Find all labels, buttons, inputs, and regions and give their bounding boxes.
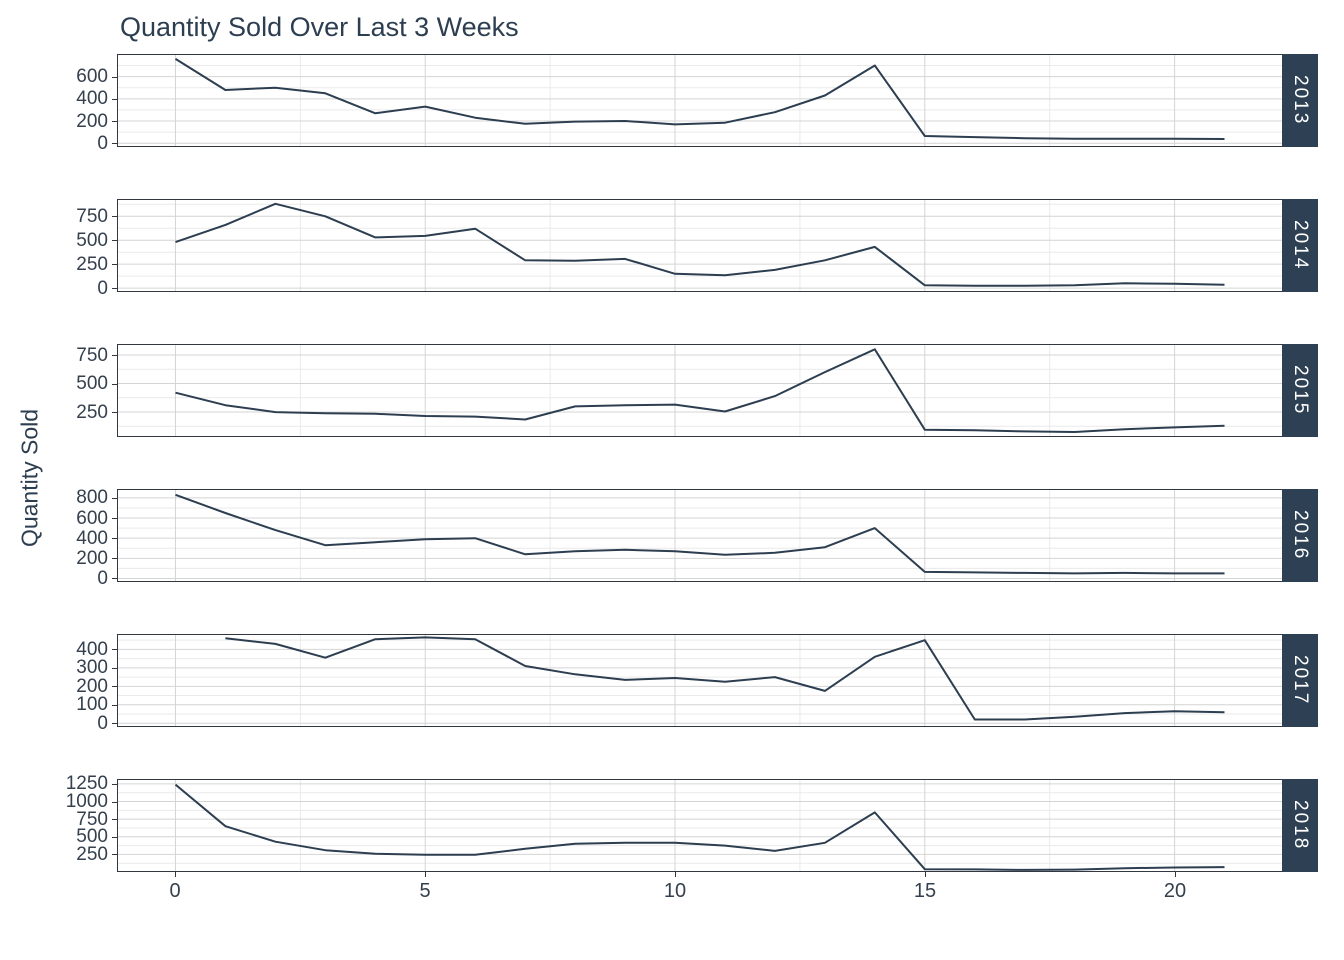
y-tick-label-2016-600: 600 — [76, 508, 108, 529]
facet-plot-area-2017 — [118, 635, 1282, 726]
facet-strip-label: 2015 — [1290, 365, 1311, 416]
y-tick-label-2014-0: 0 — [97, 278, 108, 299]
y-tick-mark-2017-0 — [112, 723, 117, 724]
facet-strip-label: 2013 — [1290, 75, 1311, 126]
y-tick-label-2016-0: 0 — [97, 568, 108, 589]
y-tick-label-2013-600: 600 — [76, 66, 108, 87]
facet-strip-2017: 2017 — [1282, 634, 1318, 727]
y-tick-mark-2016-200 — [112, 558, 117, 559]
y-tick-label-2017-0: 0 — [97, 713, 108, 734]
x-tick-mark-0 — [175, 872, 176, 877]
y-tick-label-2014-750: 750 — [76, 206, 108, 227]
y-tick-mark-2015-500 — [112, 384, 117, 385]
series-line-2017 — [225, 636, 1225, 721]
facet-strip-2013: 2013 — [1282, 54, 1318, 147]
y-tick-label-2013-400: 400 — [76, 88, 108, 109]
facet-strip-2018: 2018 — [1282, 779, 1318, 872]
series-line-2018 — [174, 783, 1225, 871]
y-tick-label-2017-100: 100 — [76, 694, 108, 715]
facet-plot-area-2013 — [118, 55, 1282, 146]
y-tick-label-2018-1250: 1250 — [65, 773, 108, 794]
y-tick-label-2018-750: 750 — [76, 809, 108, 830]
facet-plot-area-2018 — [118, 780, 1282, 871]
x-tick-mark-10 — [675, 872, 676, 877]
x-tick-mark-20 — [1175, 872, 1176, 877]
facet-plot-area-2014 — [118, 200, 1282, 291]
y-tick-label-2015-250: 250 — [76, 402, 108, 423]
y-tick-mark-2014-0 — [112, 288, 117, 289]
y-tick-mark-2013-0 — [112, 143, 117, 144]
facet-strip-label: 2017 — [1290, 655, 1311, 706]
y-tick-label-2017-400: 400 — [76, 639, 108, 660]
facet-strip-2016: 2016 — [1282, 489, 1318, 582]
y-tick-mark-2016-0 — [112, 578, 117, 579]
facet-strip-label: 2016 — [1290, 510, 1311, 561]
series-line-2015 — [175, 348, 1225, 433]
facet-strip-2015: 2015 — [1282, 344, 1318, 437]
y-tick-label-2014-500: 500 — [76, 230, 108, 251]
x-tick-label-15: 15 — [913, 880, 937, 902]
y-tick-mark-2016-400 — [112, 538, 117, 539]
y-tick-label-2018-1000: 1000 — [65, 791, 108, 812]
series-line-2014 — [175, 202, 1225, 287]
y-tick-mark-2018-250 — [112, 854, 117, 855]
y-tick-label-2015-750: 750 — [76, 345, 108, 366]
y-tick-label-2018-500: 500 — [76, 826, 108, 847]
y-tick-mark-2015-250 — [112, 412, 117, 413]
y-tick-mark-2018-750 — [112, 819, 117, 820]
y-tick-mark-2017-400 — [112, 649, 117, 650]
facet-panel-2016 — [117, 489, 1283, 582]
y-tick-label-2016-400: 400 — [76, 528, 108, 549]
y-tick-label-2017-200: 200 — [76, 676, 108, 697]
x-tick-mark-15 — [925, 872, 926, 877]
y-tick-mark-2013-400 — [112, 99, 117, 100]
y-tick-label-2015-500: 500 — [76, 373, 108, 394]
y-tick-label-2013-200: 200 — [76, 111, 108, 132]
series-line-2016 — [175, 493, 1225, 575]
facet-panel-2015 — [117, 344, 1283, 437]
y-tick-label-2016-800: 800 — [76, 487, 108, 508]
facet-panel-2018 — [117, 779, 1283, 872]
x-tick-label-20: 20 — [1163, 880, 1187, 902]
facet-strip-2014: 2014 — [1282, 199, 1318, 292]
y-tick-mark-2016-800 — [112, 498, 117, 499]
facet-panel-2017 — [117, 634, 1283, 727]
y-tick-label-2014-250: 250 — [76, 254, 108, 275]
facet-panel-2014 — [117, 199, 1283, 292]
facet-plot-area-2016 — [118, 490, 1282, 581]
x-tick-mark-5 — [425, 872, 426, 877]
y-tick-label-2017-300: 300 — [76, 657, 108, 678]
x-tick-label-10: 10 — [663, 880, 687, 902]
facet-panel-2013 — [117, 54, 1283, 147]
y-tick-mark-2018-1250 — [112, 784, 117, 785]
y-tick-mark-2014-750 — [112, 216, 117, 217]
x-tick-label-0: 0 — [169, 880, 181, 902]
y-tick-mark-2017-200 — [112, 686, 117, 687]
y-tick-mark-2013-600 — [112, 77, 117, 78]
y-tick-mark-2018-1000 — [112, 802, 117, 803]
y-tick-label-2018-250: 250 — [76, 844, 108, 865]
series-line-2013 — [174, 58, 1225, 140]
facet-strip-label: 2014 — [1290, 220, 1311, 271]
y-tick-mark-2013-200 — [112, 121, 117, 122]
x-tick-label-5: 5 — [419, 880, 431, 902]
y-tick-mark-2016-600 — [112, 518, 117, 519]
y-tick-mark-2014-250 — [112, 264, 117, 265]
chart-title: Quantity Sold Over Last 3 Weeks — [120, 12, 519, 42]
y-tick-label-2016-200: 200 — [76, 548, 108, 569]
y-tick-mark-2015-750 — [112, 355, 117, 356]
facet-strip-label: 2018 — [1290, 800, 1311, 851]
y-tick-mark-2014-500 — [112, 240, 117, 241]
y-tick-mark-2018-500 — [112, 837, 117, 838]
facet-plot-area-2015 — [118, 345, 1282, 436]
y-tick-mark-2017-100 — [112, 705, 117, 706]
y-tick-mark-2017-300 — [112, 668, 117, 669]
y-tick-label-2013-0: 0 — [97, 133, 108, 154]
